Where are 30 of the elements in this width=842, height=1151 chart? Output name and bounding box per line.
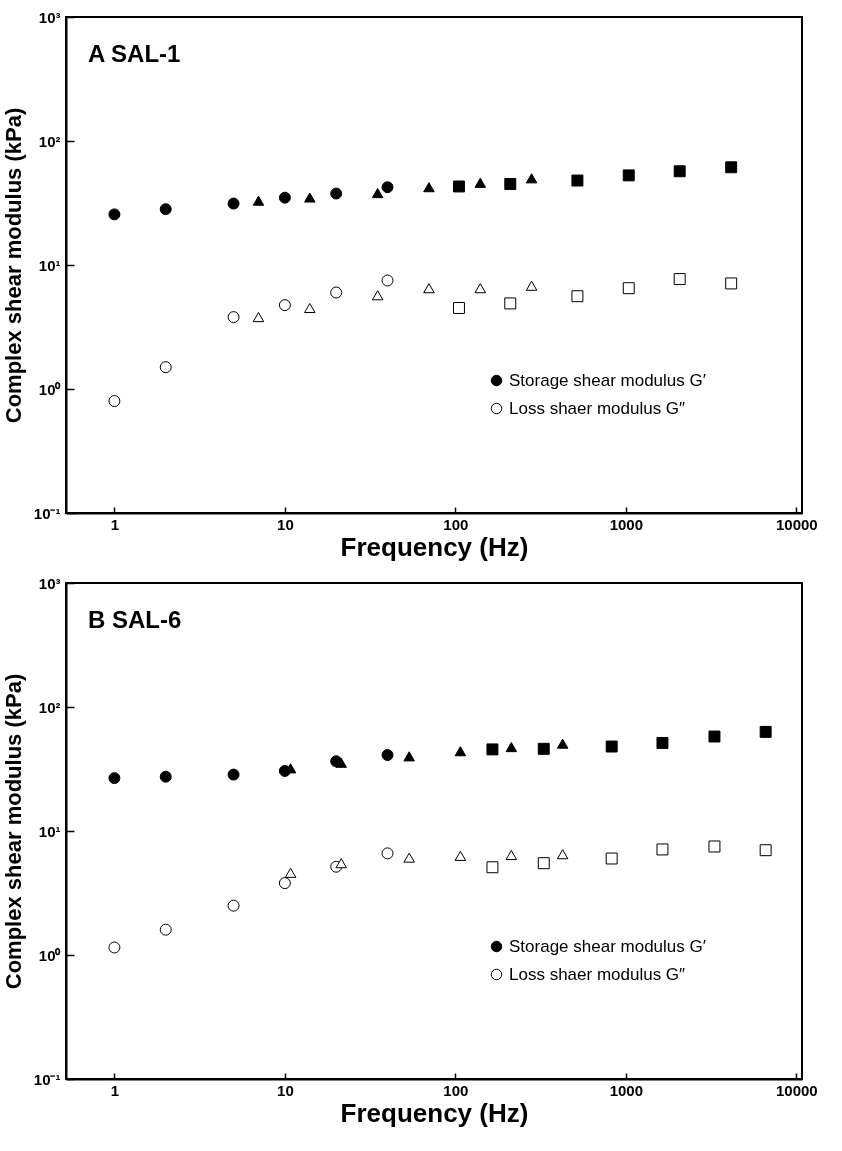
y-tick-label: 10³	[38, 574, 61, 592]
x-axis-title: Frequency (Hz)	[340, 531, 529, 562]
y-tick-label: 10⁰	[38, 380, 62, 398]
x-tick-label: 100	[443, 1081, 469, 1099]
x-tick-label: 10	[277, 515, 294, 533]
x-tick-label: 1000	[609, 515, 644, 533]
y-tick-label: 10⁻¹	[33, 504, 61, 522]
y-tick-label: 10¹	[38, 822, 61, 840]
y-axis-title: Complex shear modulus (kPa)	[0, 107, 26, 424]
legend-label: Storage shear modulus G′	[509, 936, 706, 956]
y-tick-label: 10²	[38, 132, 61, 150]
y-tick-label: 10²	[38, 698, 61, 716]
x-tick-label: 1	[110, 515, 120, 533]
legend-label: Storage shear modulus G′	[509, 370, 706, 390]
legend-label: Loss shaer modulus G″	[509, 398, 686, 418]
annotation: B SAL-6	[88, 606, 182, 633]
x-tick-label: 100	[443, 515, 469, 533]
y-tick-label: 10⁻¹	[33, 1070, 61, 1088]
y-tick-label: 10¹	[38, 256, 61, 274]
x-tick-label: 10000	[775, 1081, 818, 1099]
y-tick-label: 10⁰	[38, 946, 62, 964]
legend-label: Loss shaer modulus G″	[509, 964, 686, 984]
x-tick-label: 10	[277, 1081, 294, 1099]
x-tick-label: 1	[110, 1081, 120, 1099]
x-axis-title: Frequency (Hz)	[340, 1097, 529, 1128]
y-tick-label: 10³	[38, 8, 61, 26]
y-axis-title: Complex shear modulus (kPa)	[0, 673, 26, 990]
annotation: A SAL-1	[88, 40, 181, 67]
x-tick-label: 1000	[609, 1081, 644, 1099]
x-tick-label: 10000	[775, 515, 818, 533]
